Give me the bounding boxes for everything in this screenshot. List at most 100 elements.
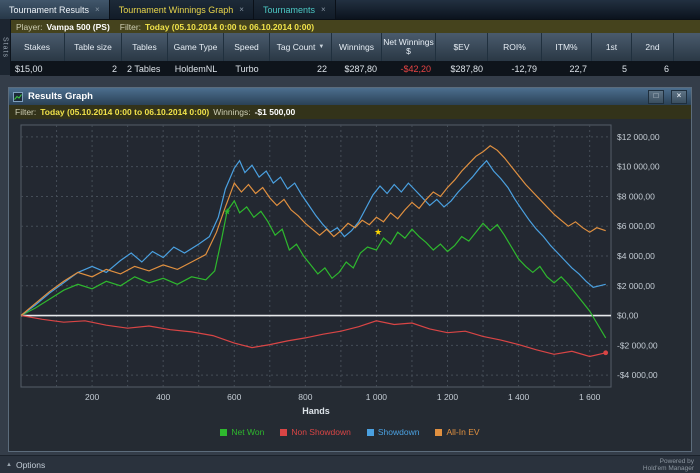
- marker-dot: [603, 350, 609, 356]
- graph-filter-bar: Filter: Today (05.10.2014 0:00 to 06.10.…: [9, 105, 691, 119]
- filter-value: Today (05.10.2014 0:00 to 06.10.2014 0:0…: [145, 21, 315, 32]
- x-axis-label: 600: [227, 392, 241, 402]
- results-graph-titlebar[interactable]: Results Graph □ ×: [9, 88, 691, 105]
- series-showdown: [20, 159, 606, 316]
- cell-net-winnings: -$42,20: [400, 63, 431, 74]
- cell-speed: Turbo: [235, 63, 259, 74]
- cell-table-size: 2: [111, 63, 117, 74]
- col-header-tag-count[interactable]: Tag Count ▼: [270, 33, 332, 61]
- results-graph-panel: Results Graph □ × Filter: Today (05.10.2…: [8, 87, 692, 452]
- tab-tournament-winnings-graph[interactable]: Tournament Winnings Graph ×: [109, 0, 254, 19]
- sort-desc-icon: ▼: [318, 43, 325, 50]
- powered-by-line2: Hold'em Manager: [642, 464, 694, 472]
- series-non-showdown: [20, 314, 606, 358]
- tab-label: Tournament Results: [9, 4, 90, 15]
- chart-legend: Net Won Non Showdown Showdown All-In EV: [13, 425, 687, 439]
- col-header-ev[interactable]: $EV: [436, 33, 488, 61]
- close-button[interactable]: ×: [671, 89, 687, 104]
- tab-label: Tournament Winnings Graph: [118, 4, 234, 15]
- side-tab-stats[interactable]: Stats: [0, 19, 11, 75]
- cell-2nd: 6: [663, 63, 669, 74]
- x-axis-label: 1 600: [579, 392, 601, 402]
- col-header-speed[interactable]: Speed: [224, 33, 270, 61]
- graph-winnings-value: -$1 500,00: [254, 107, 296, 117]
- x-axis-title: Hands: [302, 406, 330, 416]
- cell-game-type: HoldemNL: [174, 63, 218, 74]
- chart-area: $12 000,00 $10 000,00 $8 000,00 $6 000,00 $4…: [9, 119, 691, 439]
- options-arrow-icon: ▲: [6, 461, 12, 468]
- col-header-tables[interactable]: Tables: [122, 33, 168, 61]
- legend-swatch: [280, 428, 288, 436]
- marker-star: ★: [223, 206, 231, 216]
- y-axis-label: $2 000,00: [617, 281, 655, 291]
- powered-by: Powered by Hold'em Manager: [643, 458, 694, 472]
- col-header-table-size[interactable]: Table size: [65, 33, 122, 61]
- options-label: Options: [15, 459, 46, 470]
- cell-winnings: $287,80: [344, 63, 377, 74]
- y-axis-label: -$2 000,00: [617, 340, 658, 350]
- series-net-won: [20, 199, 607, 339]
- bottom-bar: ▲ Options Powered by Hold'em Manager: [0, 455, 700, 473]
- legend-item[interactable]: Non Showdown: [280, 427, 351, 437]
- cell-1st: 5: [621, 63, 627, 74]
- col-header-filler: [674, 33, 700, 61]
- graph-filter-label: Filter:: [15, 107, 37, 117]
- col-header-game-type[interactable]: Game Type: [168, 33, 224, 61]
- series-all-in-ev: [20, 145, 606, 316]
- tab-label: Tournaments: [262, 4, 315, 15]
- col-header-1st[interactable]: 1st: [592, 33, 632, 61]
- options-button[interactable]: ▲ Options: [6, 460, 45, 470]
- y-axis-label: $12 000,00: [617, 132, 660, 142]
- col-header-net-winnings[interactable]: Net Winnings $: [382, 33, 436, 61]
- x-axis-label: 1 400: [508, 392, 530, 402]
- col-header-stakes[interactable]: Stakes: [10, 33, 65, 61]
- table-header: Stakes Table size Tables Game Type Speed…: [10, 33, 700, 61]
- legend-item[interactable]: Showdown: [366, 427, 420, 437]
- tab-bar: Tournament Results × Tournament Winnings…: [0, 0, 700, 20]
- x-axis-label: 400: [156, 392, 170, 402]
- col-header-itm[interactable]: ITM%: [542, 33, 592, 61]
- tab-close-icon[interactable]: ×: [320, 5, 326, 14]
- tab-close-icon[interactable]: ×: [239, 5, 244, 14]
- table-row[interactable]: $15,00 2 2 Tables HoldemNL Turbo 22 $287…: [10, 61, 700, 76]
- col-header-winnings[interactable]: Winnings: [332, 33, 382, 61]
- player-filter-bar: Player: Vampa 500 (PS) Filter: Today (05…: [10, 20, 700, 33]
- player-label: Player:: [16, 21, 43, 32]
- y-axis-label: $10 000,00: [617, 162, 660, 172]
- legend-item[interactable]: Net Won: [220, 427, 264, 437]
- tab-tournaments[interactable]: Tournaments ×: [253, 0, 336, 19]
- x-axis-label: 1 200: [437, 392, 459, 402]
- y-axis-label: $0,00: [617, 311, 639, 321]
- y-axis-label: $4 000,00: [617, 251, 655, 261]
- graph-filter-value: Today (05.10.2014 0:00 to 06.10.2014 0:0…: [40, 107, 210, 117]
- cell-tag-count: 22: [316, 63, 327, 74]
- cell-ev: $287,80: [450, 63, 483, 74]
- legend-label: Non Showdown: [291, 427, 351, 437]
- legend-item[interactable]: All-In EV: [435, 427, 480, 437]
- y-axis-label: $8 000,00: [617, 191, 655, 201]
- panel-title: Results Graph: [28, 91, 93, 102]
- x-axis-label: 200: [85, 392, 99, 402]
- cell-tables: 2 Tables: [127, 63, 161, 74]
- x-axis-label: 800: [298, 392, 312, 402]
- x-axis-label: 1 000: [366, 392, 388, 402]
- marker-star: ★: [374, 227, 382, 237]
- legend-swatch: [366, 428, 374, 436]
- col-header-2nd[interactable]: 2nd: [632, 33, 674, 61]
- legend-label: Showdown: [377, 427, 420, 437]
- graph-icon: [13, 91, 23, 102]
- restore-button[interactable]: □: [648, 89, 664, 104]
- graph-winnings-label: Winnings:: [213, 107, 251, 117]
- tab-close-icon[interactable]: ×: [95, 5, 100, 14]
- results-chart: $12 000,00 $10 000,00 $8 000,00 $6 000,00 $4…: [20, 124, 660, 416]
- legend-label: All-In EV: [446, 427, 480, 437]
- y-axis-label: $6 000,00: [617, 221, 655, 231]
- tab-tournament-results[interactable]: Tournament Results ×: [0, 0, 110, 19]
- legend-label: Net Won: [231, 427, 265, 437]
- y-axis-label: -$4 000,00: [617, 370, 658, 380]
- cell-stakes: $15,00: [15, 63, 43, 74]
- col-header-roi[interactable]: ROI%: [488, 33, 542, 61]
- legend-swatch: [435, 428, 443, 436]
- legend-swatch: [220, 428, 228, 436]
